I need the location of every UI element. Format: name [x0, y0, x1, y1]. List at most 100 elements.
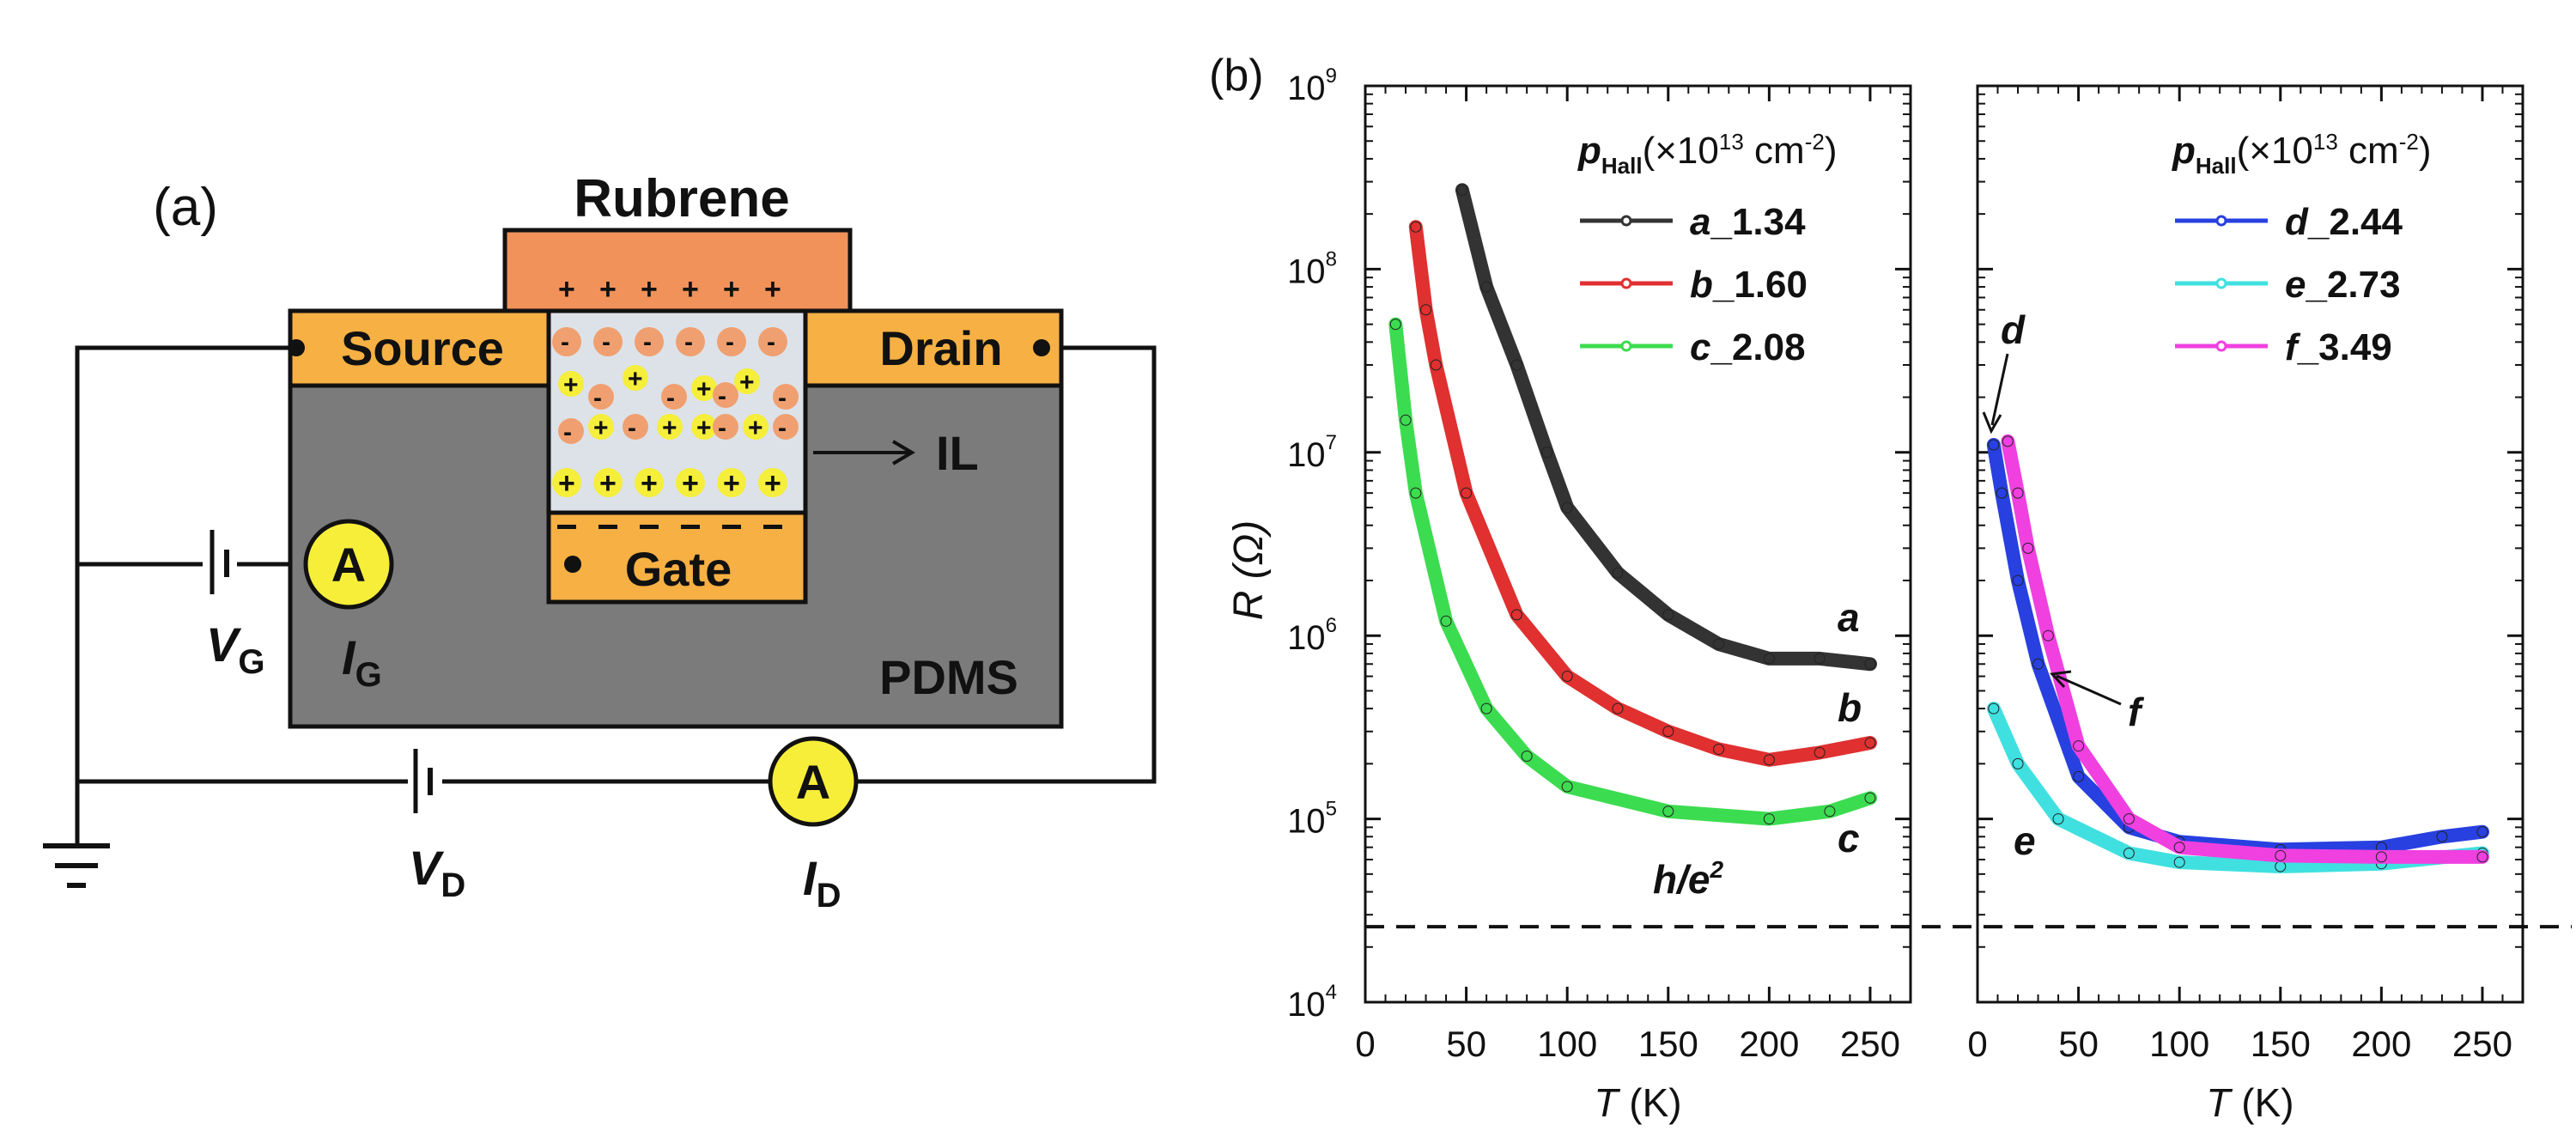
svg-text:+: +: [739, 368, 755, 397]
data-point-e: [2012, 757, 2024, 769]
il-arrow-icon: [813, 440, 915, 465]
y-axis-label: R (Ω): [1226, 520, 1272, 620]
data-point-c: [1824, 806, 1836, 818]
gate-battery-icon: [203, 530, 237, 594]
series-line-c: [1388, 317, 1877, 826]
data-point-b: [1561, 671, 1573, 683]
anion-icon: [558, 418, 584, 444]
series-line-a: [1455, 183, 1877, 672]
data-point-e: [2052, 813, 2064, 825]
legend-label-e: e_2.73: [2285, 264, 2401, 306]
svg-text:-: -: [593, 384, 602, 412]
il-label: IL: [936, 426, 979, 480]
cation-icon: [676, 468, 705, 497]
data-point-a: [1763, 653, 1775, 665]
vd-label: VD: [409, 841, 465, 904]
legend-marker-icon: [2215, 215, 2227, 227]
gate-contact-dot: [564, 556, 581, 573]
data-point-a: [1456, 184, 1468, 196]
data-point-b: [1510, 609, 1522, 621]
svg-text:+: +: [723, 467, 740, 500]
anion-icon: [758, 327, 787, 356]
negative-charge-icon: [640, 525, 659, 529]
drain-battery-icon: [408, 749, 442, 813]
series-line-d: [1986, 438, 2489, 857]
svg-text:-: -: [718, 382, 726, 410]
plus-charge-icon: +: [641, 273, 658, 306]
y-tick-label: 105: [1287, 798, 1337, 841]
y-tick-label: 104: [1287, 981, 1337, 1024]
legend-marker-icon: [2215, 340, 2227, 352]
negative-charge-icon: [681, 525, 700, 529]
series-line-e: [1986, 702, 2489, 873]
data-point-b: [1612, 702, 1624, 714]
data-point-f: [2012, 487, 2024, 499]
negative-charge-icon: [598, 525, 617, 529]
data-point-e: [2275, 860, 2287, 872]
data-point-a: [1864, 658, 1876, 670]
data-point-b: [1814, 746, 1826, 758]
anion-icon: [623, 414, 648, 440]
gate-electrode: [546, 510, 808, 605]
data-point-f: [2476, 851, 2488, 863]
x-tick-label: 200: [1739, 1024, 1799, 1064]
rubrene-label: Rubrene: [574, 169, 789, 228]
cation-icon: [717, 468, 746, 497]
series-line-b: [1408, 220, 1877, 767]
data-point-f: [2123, 813, 2135, 825]
rubrene-crystal: [502, 228, 853, 313]
data-point-a: [1510, 359, 1522, 371]
data-point-d: [2012, 575, 2024, 587]
source-contact-dot: [288, 339, 305, 356]
legend-marker-icon: [1620, 277, 1632, 289]
panel-b-label: (b): [1209, 51, 1264, 100]
svg-text:+: +: [628, 365, 643, 393]
data-point-a: [1662, 609, 1674, 621]
source-label: Source: [341, 321, 504, 375]
data-point-b: [1864, 737, 1876, 749]
legend-marker-icon: [1620, 215, 1632, 227]
data-point-e: [2123, 848, 2135, 860]
x-tick-label: 250: [1840, 1024, 1900, 1064]
cation-icon: [558, 371, 584, 397]
svg-text:-: -: [718, 414, 726, 442]
x-tick-label: 150: [2251, 1024, 2311, 1064]
data-point-c: [1400, 414, 1412, 426]
data-point-b: [1461, 487, 1473, 499]
data-point-b: [1410, 221, 1422, 233]
svg-text:-: -: [563, 418, 572, 447]
anion-icon: [635, 327, 664, 356]
data-point-c: [1410, 487, 1422, 499]
anion-icon: [713, 414, 738, 440]
data-point-c: [1561, 781, 1573, 793]
data-point-c: [1480, 702, 1492, 714]
anion-icon: [661, 384, 687, 410]
anion-icon: [552, 327, 581, 356]
plot-panel-2: 0 50 100 150 200 250 T (K) d_2.44 e_2.73 f_3.49: [1967, 84, 2524, 1125]
negative-charge-icon: [557, 525, 576, 529]
legend-label-d: d_2.44: [2285, 201, 2403, 243]
y-tick-label: 109: [1287, 64, 1337, 107]
legend-title-left: pHall(×1013 cm-2): [1577, 129, 1837, 179]
legend-marker-icon: [2215, 277, 2227, 289]
series-line-f: [2001, 434, 2489, 864]
charges: + + + + + +- - - - - -+ -+- + - +-- + - + + - + -+ + + + + +: [552, 273, 799, 529]
svg-text:A: A: [331, 538, 366, 592]
legend-label-f: f_3.49: [2285, 326, 2392, 368]
svg-text:-: -: [666, 384, 675, 412]
x-tick-label: 50: [2058, 1024, 2099, 1064]
data-point-c: [1763, 813, 1775, 825]
pdms-label: PDMS: [879, 650, 1018, 704]
data-point-d: [1988, 439, 2000, 451]
x-axis-label: T (K): [1594, 1080, 1681, 1125]
data-point-c: [1389, 319, 1401, 331]
plot-frame: [1364, 84, 1912, 1004]
cation-icon: [691, 375, 717, 401]
legend-label-b: b_1.60: [1690, 264, 1807, 306]
x-tick-label: 200: [2351, 1024, 2411, 1064]
annotation-c: c: [1838, 816, 1860, 860]
x-tick-label: 150: [1638, 1024, 1698, 1064]
plot-frame: [1976, 84, 2524, 1004]
data-point-f: [2042, 629, 2054, 641]
legend-label-a: a_1.34: [1690, 201, 1806, 243]
